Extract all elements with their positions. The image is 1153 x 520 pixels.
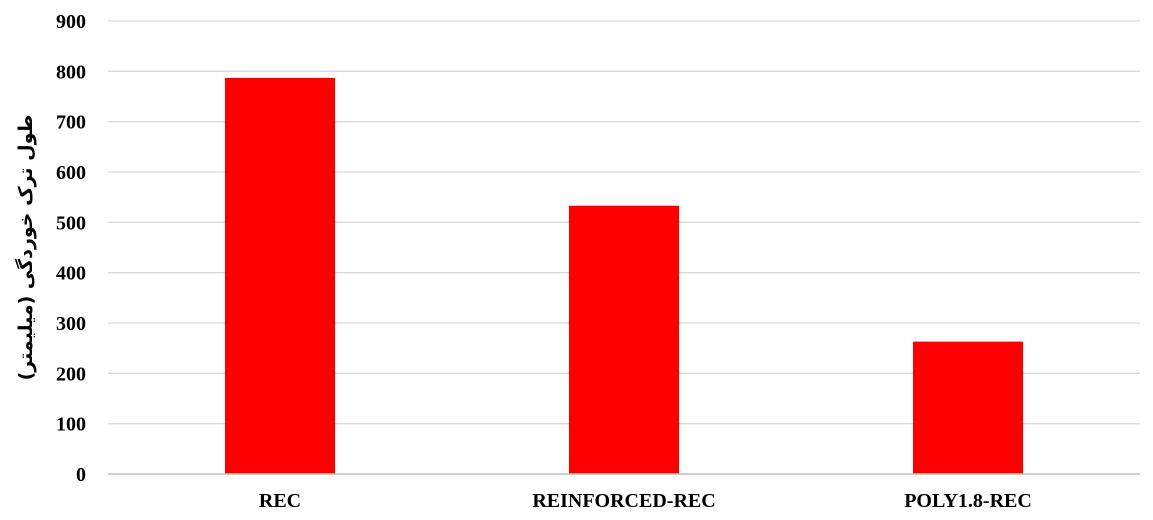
y-tick-label: 700: [56, 112, 86, 134]
bar-rec: [224, 77, 336, 475]
x-category-label: REINFORCED-REC: [532, 490, 715, 512]
x-category-label: REC: [259, 490, 301, 512]
y-tick-label: 200: [56, 363, 86, 385]
y-tick-label: 0: [76, 464, 86, 486]
x-category-label: POLY1.8-REC: [904, 490, 1032, 512]
y-tick-label: 600: [56, 162, 86, 184]
y-axis-title: طول ترک خوردگی (میلیمتر): [14, 115, 37, 381]
y-tick-labels: 0 100 200 300 400 500 600 700 800 900: [56, 11, 86, 486]
bar-poly1-8-rec: [912, 341, 1024, 474]
y-tick-label: 300: [56, 313, 86, 335]
y-tick-label: 500: [56, 212, 86, 234]
y-tick-label: 800: [56, 61, 86, 83]
y-tick-label: 400: [56, 263, 86, 285]
bar-reinforced-rec: [568, 205, 680, 474]
y-tick-label: 900: [56, 11, 86, 33]
bars: [224, 77, 1024, 475]
x-category-labels: REC REINFORCED-REC POLY1.8-REC: [259, 490, 1032, 512]
y-tick-label: 100: [56, 414, 86, 436]
